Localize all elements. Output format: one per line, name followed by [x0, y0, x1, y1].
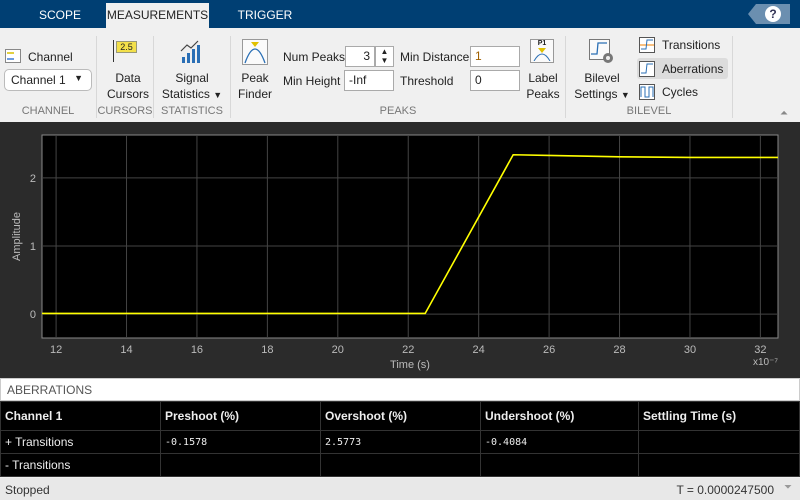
aberrations-icon: [639, 61, 655, 77]
threshold-label: Threshold: [400, 74, 454, 88]
cursor-line-icon: [113, 40, 114, 62]
table-row[interactable]: + Transitions -0.1578 2.5773 -0.4084: [0, 430, 800, 454]
row-label[interactable]: + Transitions: [0, 430, 161, 454]
x-tick-label: 22: [402, 344, 414, 356]
x-tick-label: 12: [50, 344, 62, 356]
undershoot-value: -0.4084: [480, 430, 639, 454]
overshoot-value: 2.5773: [320, 430, 481, 454]
label-peaks-button[interactable]: Label Peaks: [526, 71, 560, 101]
label-peaks-icon: P1: [530, 39, 554, 63]
x-exponent-label: x10⁻⁷: [753, 357, 778, 368]
x-tick-label: 20: [332, 344, 344, 356]
channel-icon: [5, 49, 21, 63]
num-peaks-label: Num Peaks: [283, 50, 346, 64]
chevron-down-icon: ▼: [620, 90, 630, 100]
group-channel: CHANNEL: [21, 105, 75, 117]
preshoot-value: -0.1578: [160, 430, 321, 454]
tab-trigger[interactable]: TRIGGER: [237, 8, 293, 22]
x-tick-label: 16: [191, 344, 203, 356]
num-peaks-input[interactable]: 3: [345, 46, 375, 67]
min-height-input[interactable]: -Inf: [344, 70, 394, 91]
expand-icon[interactable]: ⏷: [784, 482, 792, 493]
peak-finder-icon: [242, 39, 268, 65]
x-tick-label: 26: [543, 344, 555, 356]
threshold-input[interactable]: 0: [470, 70, 520, 91]
column-header: Overshoot (%): [320, 401, 481, 431]
column-header: Undershoot (%): [480, 401, 639, 431]
y-tick-label: 0: [30, 309, 36, 321]
overshoot-value: [320, 453, 481, 477]
aberrations-table: Channel 1 Preshoot (%) Overshoot (%) Und…: [0, 401, 800, 477]
data-cursors-icon: 2.5: [116, 41, 137, 53]
cycles-icon: [639, 84, 655, 100]
num-peaks-stepper[interactable]: ▲ ▼: [375, 46, 394, 67]
up-arrow-icon[interactable]: ▲: [380, 47, 389, 56]
channel-value: Channel 1: [11, 73, 66, 87]
table-row[interactable]: - Transitions: [0, 453, 800, 477]
min-distance-label: Min Distance: [400, 50, 470, 64]
x-tick-label: 18: [261, 344, 273, 356]
signal-line: [42, 153, 778, 315]
help-icon: ?: [765, 6, 781, 22]
x-tick-label: 30: [684, 344, 696, 356]
x-axis-label: Time (s): [390, 359, 430, 371]
bilevel-settings-icon: [589, 39, 613, 63]
column-header: Preshoot (%): [160, 401, 321, 431]
y-axis-label: Amplitude: [11, 212, 23, 261]
data-cursors-button[interactable]: Data Cursors: [106, 71, 149, 101]
tab-scope[interactable]: SCOPE: [38, 8, 81, 22]
status-bar: Stopped T = 0.0000247500 ⏷: [0, 478, 800, 500]
tab-bar: SCOPE MEASUREMENTS TRIGGER ?: [0, 0, 800, 28]
status-text: Stopped: [5, 483, 50, 497]
row-label[interactable]: - Transitions: [0, 453, 161, 477]
chevron-down-icon: ▼: [213, 90, 223, 100]
y-tick-label: 2: [30, 173, 36, 185]
settling-time-value: [638, 453, 800, 477]
bilevel-settings-button[interactable]: Bilevel Settings ▼: [574, 71, 630, 101]
x-tick-label: 24: [473, 344, 485, 356]
peak-finder-button[interactable]: Peak Finder: [237, 71, 272, 101]
channel-dropdown[interactable]: Channel 1 ▼: [4, 69, 92, 91]
transitions-icon: [639, 37, 655, 53]
channel-label: Channel: [28, 50, 73, 64]
column-header: Settling Time (s): [638, 401, 800, 431]
group-statistics: STATISTICS: [161, 105, 223, 117]
x-tick-label: 14: [120, 344, 132, 356]
down-arrow-icon[interactable]: ▼: [380, 56, 389, 65]
group-bilevel: BILEVEL: [626, 105, 672, 117]
y-tick-label: 1: [30, 241, 36, 253]
x-tick-label: 28: [613, 344, 625, 356]
time-readout: T = 0.0000247500: [676, 483, 774, 497]
x-tick-label: 32: [754, 344, 766, 356]
column-header: Channel 1: [0, 401, 161, 431]
chevron-down-icon: ▼: [74, 73, 83, 83]
collapse-toolstrip-icon[interactable]: ⏶: [780, 108, 788, 119]
scope-display: 12 14 16 18 20 22 24 26 28 30 32 0 1 2 Time (s) Amplitu…: [0, 122, 800, 378]
min-distance-input[interactable]: 1: [470, 46, 520, 67]
signal-statistics-button[interactable]: Signal Statistics ▼: [161, 71, 223, 101]
preshoot-value: [160, 453, 321, 477]
group-peaks: PEAKS: [379, 105, 417, 117]
cycles-button[interactable]: Cycles: [637, 82, 727, 102]
settling-time-value: [638, 430, 800, 454]
transitions-button[interactable]: Transitions: [637, 35, 727, 55]
tab-measurements[interactable]: MEASUREMENTS: [106, 3, 209, 28]
aberrations-panel-title: ABERRATIONS: [0, 378, 800, 401]
undershoot-value: [480, 453, 639, 477]
signal-statistics-icon: [180, 40, 200, 63]
min-height-label: Min Height: [283, 74, 341, 88]
aberrations-button[interactable]: Aberrations: [637, 58, 728, 79]
help-button[interactable]: ?: [748, 4, 790, 24]
group-cursors: CURSORS: [97, 105, 153, 117]
table-header-row: Channel 1 Preshoot (%) Overshoot (%) Und…: [0, 401, 800, 431]
plot-area: [41, 134, 779, 339]
